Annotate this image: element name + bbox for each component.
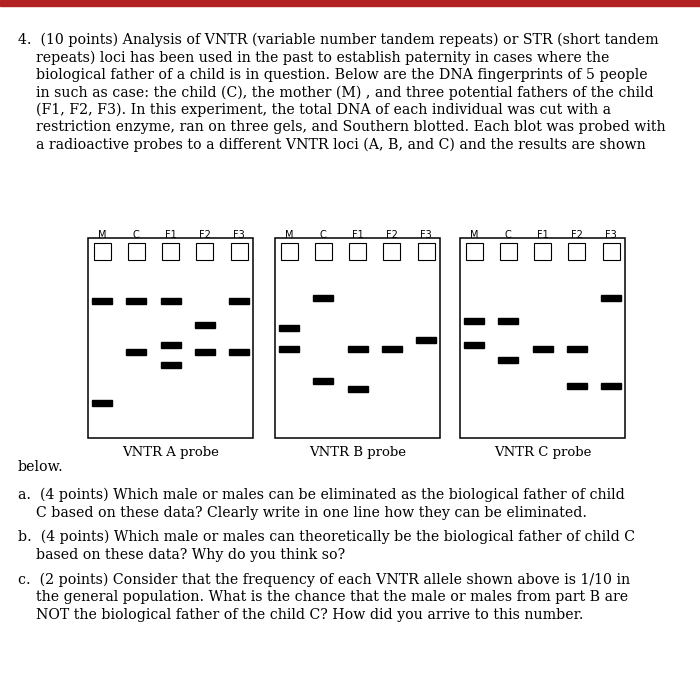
Bar bbox=[281, 243, 297, 260]
Bar bbox=[88, 238, 253, 438]
Text: biological father of a child is in question. Below are the DNA fingerprints of 5: biological father of a child is in quest… bbox=[18, 68, 648, 82]
Bar bbox=[567, 346, 587, 351]
Bar bbox=[601, 295, 621, 301]
Text: F1: F1 bbox=[537, 230, 548, 240]
Text: C: C bbox=[505, 230, 512, 240]
Bar bbox=[384, 243, 400, 260]
Text: F3: F3 bbox=[233, 230, 245, 240]
Bar bbox=[229, 349, 249, 355]
Bar bbox=[92, 400, 112, 405]
Text: a.  (4 points) Which male or males can be eliminated as the biological father of: a. (4 points) Which male or males can be… bbox=[18, 488, 624, 502]
Bar bbox=[464, 342, 484, 348]
Text: VNTR C probe: VNTR C probe bbox=[494, 446, 592, 459]
Text: M: M bbox=[470, 230, 478, 240]
Text: a radioactive probes to a different VNTR loci (A, B, and C) and the results are : a radioactive probes to a different VNTR… bbox=[18, 138, 645, 152]
Bar bbox=[601, 383, 621, 389]
Bar bbox=[126, 349, 146, 355]
Bar bbox=[127, 243, 145, 260]
Bar bbox=[229, 298, 249, 304]
Bar bbox=[347, 346, 368, 351]
Bar bbox=[416, 337, 436, 343]
Bar bbox=[0, 0, 700, 6]
Bar bbox=[126, 298, 146, 304]
Text: c.  (2 points) Consider that the frequency of each VNTR allele shown above is 1/: c. (2 points) Consider that the frequenc… bbox=[18, 573, 630, 588]
Text: C: C bbox=[133, 230, 139, 240]
Bar bbox=[92, 298, 112, 304]
Bar bbox=[567, 383, 587, 389]
Text: C: C bbox=[320, 230, 327, 240]
Bar bbox=[498, 358, 518, 363]
Bar bbox=[534, 243, 551, 260]
Bar bbox=[160, 298, 181, 304]
Bar bbox=[568, 243, 585, 260]
Text: VNTR B probe: VNTR B probe bbox=[309, 446, 406, 459]
Text: C based on these data? Clearly write in one line how they can be eliminated.: C based on these data? Clearly write in … bbox=[18, 505, 587, 520]
Text: 4.  (10 points) Analysis of VNTR (variable number tandem repeats) or STR (short : 4. (10 points) Analysis of VNTR (variabl… bbox=[18, 33, 659, 47]
Bar bbox=[603, 243, 620, 260]
Bar bbox=[382, 346, 402, 351]
Bar bbox=[464, 319, 484, 324]
Bar bbox=[160, 342, 181, 348]
Text: F1: F1 bbox=[164, 230, 176, 240]
Bar bbox=[460, 238, 625, 438]
Bar bbox=[275, 238, 440, 438]
Bar bbox=[196, 243, 214, 260]
Bar bbox=[160, 362, 181, 369]
Text: the general population. What is the chance that the male or males from part B ar: the general population. What is the chan… bbox=[18, 590, 628, 604]
Bar bbox=[162, 243, 179, 260]
Bar bbox=[230, 243, 248, 260]
Bar bbox=[279, 325, 299, 331]
Text: F1: F1 bbox=[351, 230, 363, 240]
Bar bbox=[279, 346, 299, 351]
Text: F2: F2 bbox=[199, 230, 211, 240]
Text: VNTR A probe: VNTR A probe bbox=[122, 446, 219, 459]
Text: F2: F2 bbox=[386, 230, 398, 240]
Bar bbox=[195, 322, 215, 328]
Text: b.  (4 points) Which male or males can theoretically be the biological father of: b. (4 points) Which male or males can th… bbox=[18, 530, 635, 545]
Text: (F1, F2, F3). In this experiment, the total DNA of each individual was cut with : (F1, F2, F3). In this experiment, the to… bbox=[18, 103, 611, 117]
Bar bbox=[314, 378, 333, 384]
Text: repeats) loci has been used in the past to establish paternity in cases where th: repeats) loci has been used in the past … bbox=[18, 51, 610, 65]
Text: restriction enzyme, ran on three gels, and Southern blotted. Each blot was probe: restriction enzyme, ran on three gels, a… bbox=[18, 121, 666, 134]
Text: below.: below. bbox=[18, 460, 64, 474]
Bar bbox=[195, 349, 215, 355]
Text: F2: F2 bbox=[570, 230, 582, 240]
Bar bbox=[347, 386, 368, 392]
Bar bbox=[314, 295, 333, 301]
Bar bbox=[349, 243, 366, 260]
Text: M: M bbox=[98, 230, 106, 240]
Bar bbox=[466, 243, 482, 260]
Text: NOT the biological father of the child C? How did you arrive to this number.: NOT the biological father of the child C… bbox=[18, 608, 584, 622]
Text: in such as case: the child (C), the mother (M) , and three potential fathers of : in such as case: the child (C), the moth… bbox=[18, 85, 654, 100]
Bar bbox=[417, 243, 435, 260]
Text: F3: F3 bbox=[605, 230, 617, 240]
Bar bbox=[315, 243, 332, 260]
Text: based on these data? Why do you think so?: based on these data? Why do you think so… bbox=[18, 547, 345, 561]
Bar bbox=[94, 243, 111, 260]
Text: M: M bbox=[285, 230, 293, 240]
Bar bbox=[533, 346, 552, 351]
Text: F3: F3 bbox=[420, 230, 432, 240]
Bar bbox=[500, 243, 517, 260]
Bar bbox=[498, 319, 518, 324]
